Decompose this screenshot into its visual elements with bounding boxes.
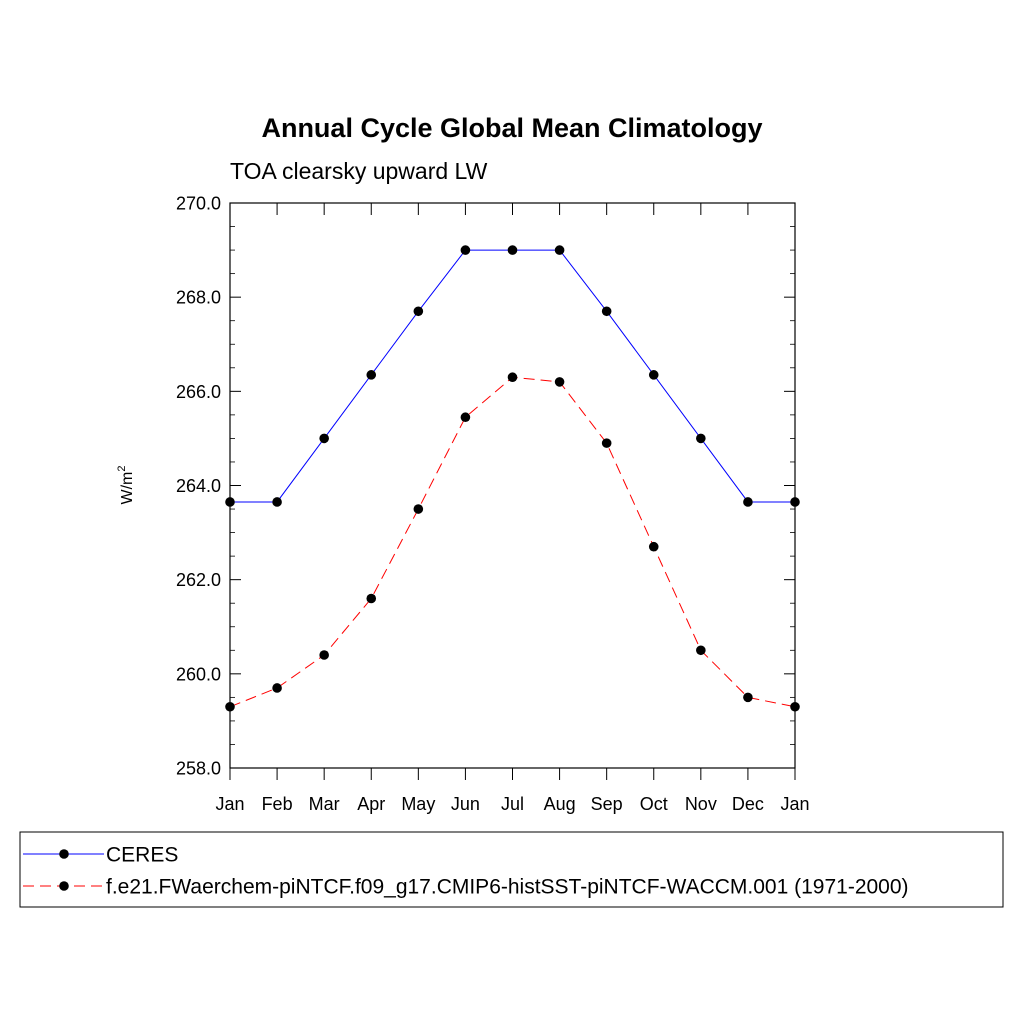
series-1-point — [696, 645, 706, 656]
series-0-point — [366, 370, 377, 380]
legend-marker-1 — [59, 881, 69, 891]
y-tick-label: 270.0 — [176, 194, 221, 214]
series-0-point — [554, 245, 565, 255]
y-tick-label: 268.0 — [176, 288, 221, 308]
series-0-point — [648, 370, 659, 380]
chart-title: Annual Cycle Global Mean Climatology — [261, 113, 762, 143]
x-tick-label: May — [401, 794, 435, 814]
series-0-point — [319, 433, 329, 444]
x-tick-label: Aug — [544, 794, 576, 814]
x-tick-label: Dec — [732, 794, 764, 814]
series-1-point — [601, 438, 612, 448]
series-1-point — [460, 412, 471, 423]
y-tick-label: 260.0 — [176, 664, 221, 684]
x-tick-label: Jul — [501, 794, 524, 814]
plot-area-frame — [229, 202, 796, 769]
series-0-point — [790, 497, 800, 507]
x-tick-label: Feb — [262, 794, 293, 814]
series-1-point — [507, 372, 518, 383]
x-tick-label: Jun — [451, 794, 480, 814]
legend-box — [19, 831, 1004, 908]
chart-subtitle: TOA clearsky upward LW — [230, 158, 488, 184]
x-tick-label: Jan — [215, 794, 244, 814]
series-1-point — [413, 504, 424, 514]
y-axis-label-superscript: 2 — [116, 466, 128, 472]
series-0-point — [413, 306, 424, 317]
y-tick-label: 258.0 — [176, 759, 221, 779]
y-tick-label: 266.0 — [176, 382, 221, 402]
x-tick-label: Sep — [591, 794, 623, 814]
series-0-point — [507, 245, 518, 255]
series-1-point — [743, 692, 753, 703]
x-tick-label: Oct — [640, 794, 668, 814]
series-1-point — [272, 683, 282, 693]
legend-label-0: CERES — [106, 844, 178, 867]
x-tick-label: Jan — [780, 794, 809, 814]
y-axis-label: W/m2 — [116, 466, 136, 505]
series-0-point — [696, 433, 706, 444]
series-1-point — [366, 593, 377, 604]
y-axis: 258.0 260.0 262.0 264.0 266.0 268.0 270.0 — [176, 194, 795, 779]
x-tick-label: Nov — [685, 794, 717, 814]
series-0-point — [460, 245, 471, 255]
series-1-point — [554, 377, 565, 387]
x-axis: Jan Feb Mar Apr May Jun Jul Aug Sep Oct Nov Dec Jan — [215, 203, 810, 814]
legend-label-1: f.e21.FWaerchem-piNTCF.f09_g17.CMIP6-his… — [106, 876, 909, 899]
x-tick-label: Mar — [309, 794, 340, 814]
y-axis-label-text: W/m — [119, 472, 136, 505]
series-1-point — [225, 701, 235, 712]
series-1-point — [648, 541, 659, 552]
x-tick-label: Apr — [357, 794, 385, 814]
series-0-point — [743, 497, 753, 507]
y-tick-label: 264.0 — [176, 476, 221, 496]
series-1-point — [790, 701, 800, 712]
series-0-point — [601, 306, 612, 317]
series-1-point — [319, 650, 329, 660]
y-tick-label: 262.0 — [176, 570, 221, 590]
legend: CERES f.e21.FWaerchem-piNTCF.f09_g17.CMIP… — [23, 844, 909, 899]
legend-marker-0 — [59, 849, 69, 859]
series-layer — [225, 245, 800, 712]
series-line-1 — [229, 376, 796, 708]
series-0-point — [272, 497, 282, 507]
series-0-point — [225, 497, 235, 507]
